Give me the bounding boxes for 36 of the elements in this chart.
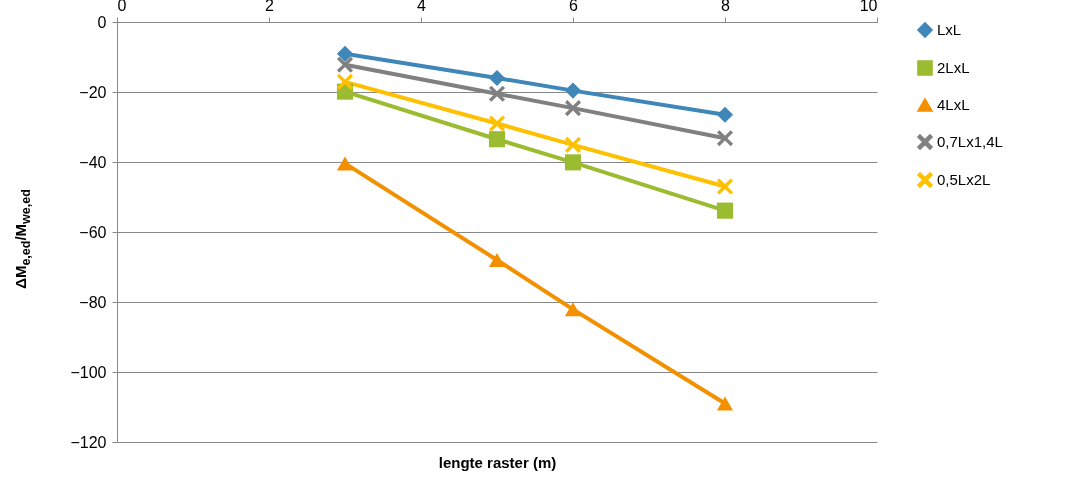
x-tick-label: 8: [721, 0, 731, 14]
y-tick-label: −80: [79, 293, 107, 311]
point: [564, 302, 582, 317]
point: [488, 85, 506, 102]
x-tick-label: 0: [117, 0, 127, 14]
x-tick-label: 6: [569, 0, 579, 14]
y-tick-label: −40: [79, 153, 107, 171]
point: [336, 73, 354, 90]
x-tick-label: 10: [859, 0, 878, 14]
y-tick-label: −100: [70, 363, 107, 381]
legend-label: 0,5Lx2L: [937, 171, 991, 188]
y-tick-label: −20: [79, 83, 107, 101]
point: [564, 82, 582, 99]
x-axis-title: lengte raster (m): [438, 453, 557, 471]
point: [488, 253, 506, 267]
point: [716, 130, 734, 147]
point: [488, 131, 506, 148]
legend-label: LxL: [937, 21, 962, 38]
point: [564, 154, 582, 171]
point: [564, 136, 582, 153]
point: [488, 69, 506, 87]
legend-label: 2LxL: [937, 59, 970, 76]
legend-label: 4LxL: [937, 96, 970, 113]
point: [716, 396, 734, 411]
point: [336, 45, 354, 62]
x-tick-label: 2: [265, 0, 275, 14]
point: [716, 106, 734, 123]
point: [716, 202, 734, 219]
y-tick-label: −120: [70, 433, 107, 451]
point: [564, 100, 582, 117]
y-tick-label: 0: [97, 13, 107, 31]
x-tick-label: 4: [417, 0, 427, 14]
point: [336, 56, 354, 73]
point: [336, 156, 354, 171]
legend-label: 0,7Lx1,4L: [937, 133, 1003, 150]
y-tick-label: −60: [79, 223, 107, 241]
